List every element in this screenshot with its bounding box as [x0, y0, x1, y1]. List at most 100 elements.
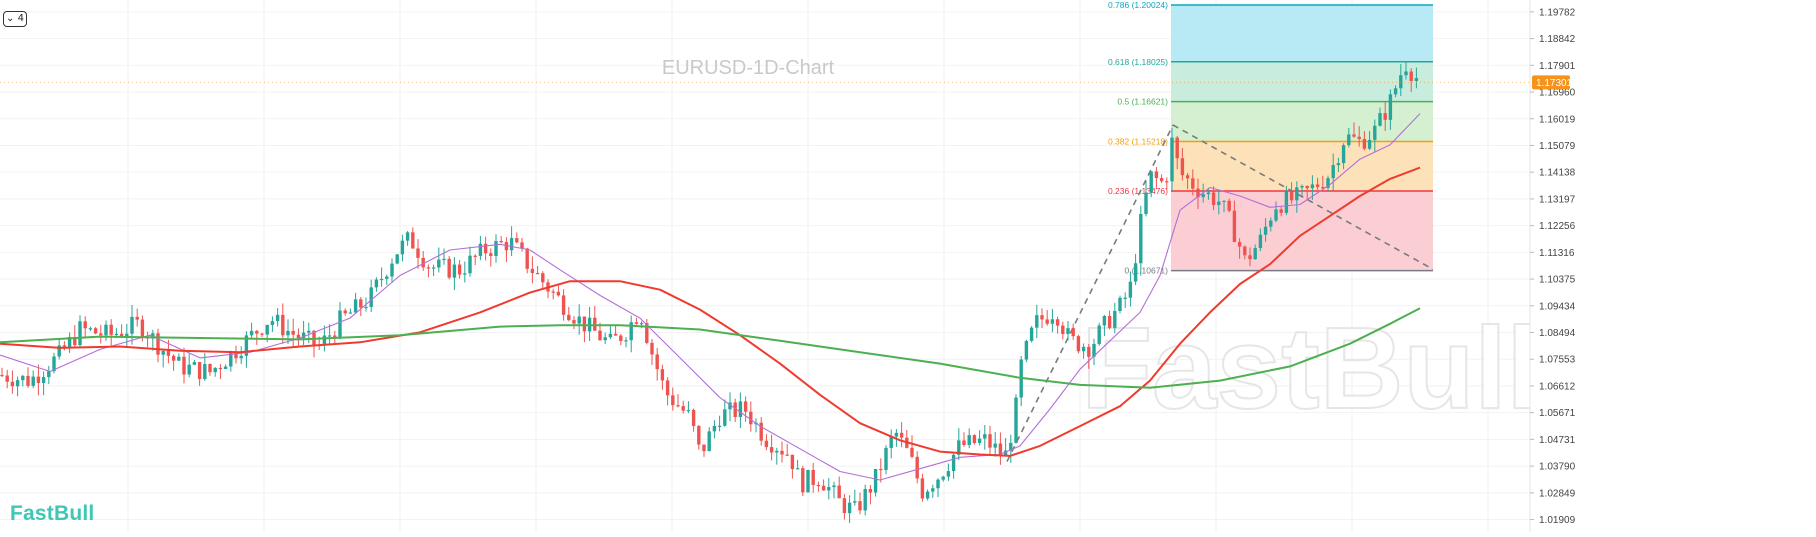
candle-down — [483, 243, 488, 254]
candle-down — [255, 330, 259, 334]
current-price-label: 1.17301 — [1536, 78, 1573, 89]
price-tick-label: 1.16019 — [1539, 114, 1576, 125]
candle-down — [411, 232, 415, 249]
candle-down — [416, 248, 420, 258]
candle-down — [676, 405, 680, 407]
candle-up — [946, 471, 951, 477]
candle-up — [15, 380, 20, 387]
candle-up — [608, 333, 613, 338]
fib-label-0.236: 0.236 (1.13476) — [1108, 186, 1168, 196]
candle-down — [769, 447, 774, 453]
fib-label-0: 0 (1.10671) — [1125, 266, 1169, 276]
candle-down — [681, 406, 685, 411]
candle-down — [821, 485, 826, 491]
candle-up — [1081, 346, 1086, 352]
candle-down — [156, 333, 160, 355]
candle-up — [104, 324, 108, 336]
candle-up — [52, 356, 56, 372]
candle-up — [707, 431, 711, 452]
candle-up — [1222, 200, 1226, 203]
candle-down — [1071, 328, 1075, 337]
candle-up — [1331, 165, 1335, 179]
price-axis[interactable]: 1.19782 1.18842 1.17901 1.16960 1.16019 1.150… — [1529, 0, 1816, 532]
candle-up — [723, 409, 727, 426]
candle-down — [650, 342, 654, 355]
candle-down — [858, 501, 862, 511]
candle-up — [603, 337, 607, 341]
candle-down — [530, 268, 535, 273]
chevron-down-icon: ⌄ — [6, 13, 15, 24]
candle-up — [577, 316, 581, 324]
price-tick-label: 1.15079 — [1539, 141, 1576, 152]
candle-down — [1227, 200, 1231, 211]
candle-down — [920, 478, 925, 499]
price-tick-label: 1.08494 — [1539, 328, 1576, 339]
candle-down — [1087, 346, 1091, 357]
candle-down — [140, 319, 145, 337]
candle-down — [182, 356, 186, 375]
candle-up — [275, 314, 280, 322]
candle-up — [884, 447, 888, 470]
candle-up — [41, 377, 46, 384]
candle-up — [827, 487, 831, 491]
candle-up — [1388, 94, 1393, 120]
candle-down — [1191, 178, 1195, 189]
candle-down — [1045, 319, 1049, 324]
candle-down — [260, 333, 264, 335]
candle-down — [281, 314, 285, 336]
candle-down — [733, 402, 737, 418]
candle-up — [1341, 145, 1346, 164]
candle-up — [925, 491, 930, 499]
candle-down — [749, 411, 753, 425]
candle-down — [504, 242, 509, 251]
candle-down — [785, 454, 789, 456]
candle-down — [333, 335, 337, 338]
fib-label-0.382: 0.382 (1.15218) — [1108, 137, 1168, 147]
candle-down — [489, 253, 493, 256]
candle-down — [988, 434, 992, 448]
candle-down — [582, 316, 587, 332]
price-tick-label: 1.02849 — [1539, 488, 1576, 499]
candle-down — [1040, 315, 1044, 320]
brand-logo: FastBull — [10, 502, 95, 525]
candle-down — [135, 316, 139, 320]
candle-down — [1061, 325, 1065, 334]
price-tick-label: 1.18842 — [1539, 34, 1576, 45]
price-tick-label: 1.01909 — [1539, 515, 1576, 526]
price-tick-label: 1.11316 — [1539, 248, 1575, 259]
candle-up — [322, 335, 327, 345]
candle-up — [369, 287, 373, 307]
candle-down — [1107, 316, 1112, 328]
candle-up — [161, 350, 165, 355]
candle-down — [1315, 184, 1320, 188]
candle-down — [73, 336, 77, 346]
candle-up — [213, 367, 217, 373]
candle-up — [431, 267, 436, 269]
trend-line-2 — [1172, 124, 1434, 270]
candle-up — [1009, 442, 1013, 451]
candle-up — [1263, 226, 1268, 235]
candle-up — [624, 340, 628, 342]
moving-averages — [0, 113, 1421, 481]
candle-down — [541, 273, 545, 283]
candle-up — [1414, 78, 1419, 81]
candle-up — [832, 485, 836, 488]
candle-down — [208, 364, 212, 373]
candle-up — [229, 351, 233, 367]
fib-zone-0.382 — [1171, 141, 1433, 191]
candle-down — [910, 447, 914, 457]
candle-up — [1092, 343, 1096, 357]
collapse-indicators-button[interactable]: ⌄ 4 — [3, 11, 27, 27]
candle-up — [452, 264, 457, 278]
candle-up — [775, 450, 779, 453]
candle-down — [535, 272, 540, 275]
candle-down — [759, 422, 763, 441]
candle-down — [962, 440, 966, 446]
candle-down — [790, 454, 795, 470]
candle-down — [1243, 246, 1247, 256]
candle-up — [364, 306, 368, 309]
candle-down — [525, 248, 529, 269]
candle-down — [655, 354, 659, 370]
